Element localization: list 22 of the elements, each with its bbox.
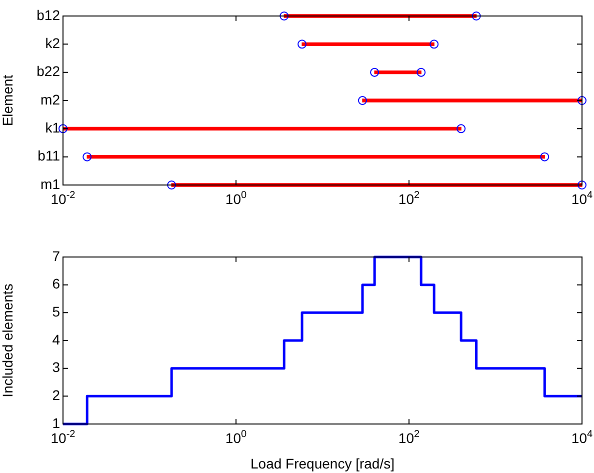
y-tick-label: m2	[40, 91, 60, 108]
x-axis-title: Load Frequency [rad/s]	[250, 455, 394, 472]
y-tick-label: k1	[45, 120, 60, 136]
y-tick-label: 3	[52, 359, 60, 376]
y-tick-label: 1	[52, 414, 60, 431]
y-tick-label: b11	[38, 148, 60, 164]
y-tick-label: k2	[45, 35, 60, 52]
bar	[302, 42, 434, 46]
y-tick-label: b12	[36, 6, 60, 23]
y-tick-label: 7	[52, 248, 60, 264]
y-tick-label: 2	[52, 387, 60, 404]
bar	[374, 70, 422, 74]
y-axis-title: Element	[0, 74, 16, 126]
y-tick-label: m1	[40, 176, 60, 192]
bar	[86, 155, 545, 159]
y-tick-label: 6	[52, 276, 60, 292]
bar	[362, 98, 582, 102]
bar	[62, 126, 462, 130]
y-tick-label: 5	[52, 304, 60, 320]
y-tick-label: 4	[52, 331, 60, 348]
y-tick-label: b22	[36, 63, 60, 80]
y-axis-title: Included elements	[0, 284, 16, 398]
